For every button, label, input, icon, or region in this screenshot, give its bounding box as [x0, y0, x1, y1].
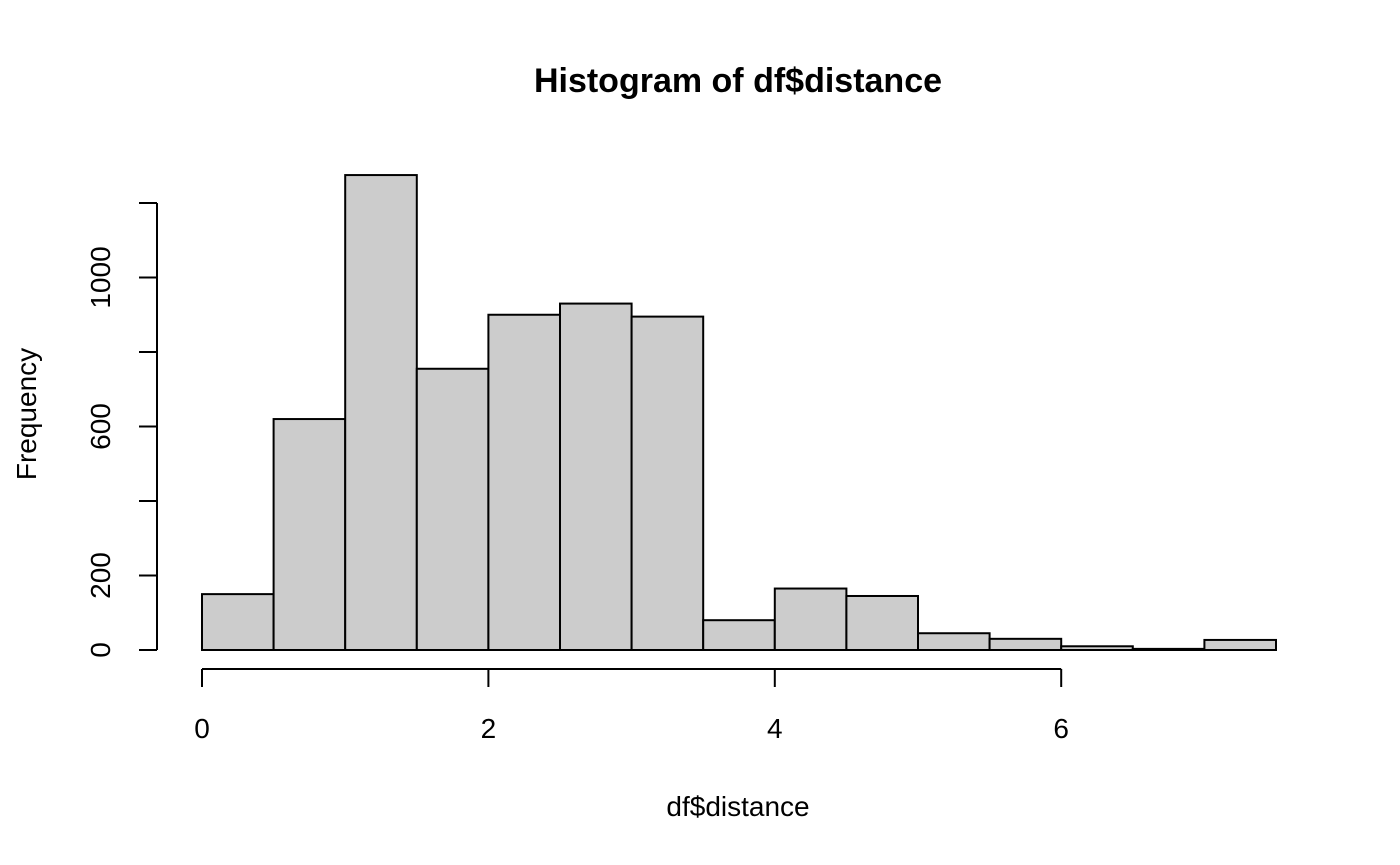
histogram-bar — [272, 418, 347, 651]
histogram-bar — [344, 174, 418, 651]
histogram-bar — [630, 315, 705, 651]
y-tick-label: 1000 — [85, 246, 116, 308]
histogram-bar — [845, 594, 920, 651]
histogram-bar — [1131, 647, 1206, 652]
histogram-bar — [773, 587, 848, 651]
y-tick-label: 200 — [85, 552, 116, 599]
y-tick-label: 600 — [85, 403, 116, 450]
histogram-bar — [559, 302, 633, 651]
x-tick-label: 2 — [481, 713, 497, 744]
histogram-bar — [487, 313, 561, 651]
histogram-bar — [988, 637, 1063, 652]
bars-group — [201, 174, 1278, 652]
histogram-bar — [201, 593, 275, 651]
histogram-bar — [415, 367, 490, 651]
histogram-bar — [702, 619, 776, 652]
chart-title: Histogram of df$distance — [534, 62, 942, 100]
y-tick-label: 0 — [85, 642, 116, 658]
x-axis-label: df$distance — [666, 791, 809, 822]
y-axis-label: Frequency — [11, 348, 42, 480]
histogram-bar — [917, 632, 991, 651]
x-axis: 0 2 4 6 — [194, 668, 1069, 744]
histogram-bar — [1203, 638, 1278, 652]
histogram-bar — [1060, 645, 1134, 652]
x-tick-label: 0 — [194, 713, 210, 744]
y-axis: 0 200 600 1000 — [85, 202, 158, 658]
x-tick-label: 6 — [1053, 713, 1069, 744]
x-tick-label: 4 — [767, 713, 783, 744]
